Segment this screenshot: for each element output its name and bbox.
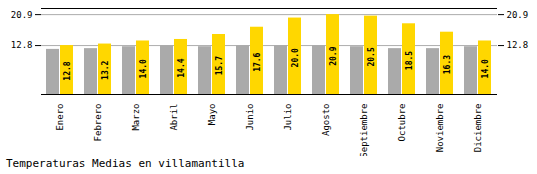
svg-text:Febrero: Febrero: [93, 104, 103, 142]
svg-text:20.5: 20.5: [367, 47, 376, 66]
svg-text:20.0: 20.0: [291, 48, 300, 67]
svg-text:12.8: 12.8: [507, 40, 529, 50]
svg-text:Marzo: Marzo: [131, 104, 141, 131]
svg-text:17.6: 17.6: [253, 52, 262, 71]
svg-text:Diciembre: Diciembre: [473, 104, 483, 153]
svg-text:20.9: 20.9: [329, 46, 338, 65]
svg-text:14.4: 14.4: [177, 58, 186, 77]
svg-text:Noviembre: Noviembre: [435, 104, 445, 153]
svg-text:Junio: Junio: [245, 104, 255, 131]
svg-text:Abril: Abril: [169, 104, 179, 131]
svg-text:20.9: 20.9: [11, 9, 33, 19]
svg-text:13.2: 13.2: [101, 60, 110, 79]
html-text:Temperaturas Medias en villama: Temperaturas Medias en villamantilla: [6, 157, 245, 170]
svg-text:Julio: Julio: [283, 104, 293, 131]
svg-text:Septiembre: Septiembre: [359, 104, 369, 157]
svg-text:12.8: 12.8: [11, 40, 33, 50]
svg-text:12.8: 12.8: [63, 61, 72, 80]
svg-text:Mayo: Mayo: [207, 104, 217, 126]
svg-text:14.0: 14.0: [139, 59, 148, 78]
svg-text:18.5: 18.5: [405, 51, 414, 70]
svg-text:Enero: Enero: [55, 104, 65, 131]
svg-text:20.9: 20.9: [507, 9, 529, 19]
svg-text:Agosto: Agosto: [321, 104, 331, 137]
svg-text:15.7: 15.7: [215, 56, 224, 75]
svg-text:Octubre: Octubre: [397, 104, 407, 142]
svg-text:16.3: 16.3: [443, 55, 452, 74]
svg-text:14.0: 14.0: [481, 59, 490, 78]
